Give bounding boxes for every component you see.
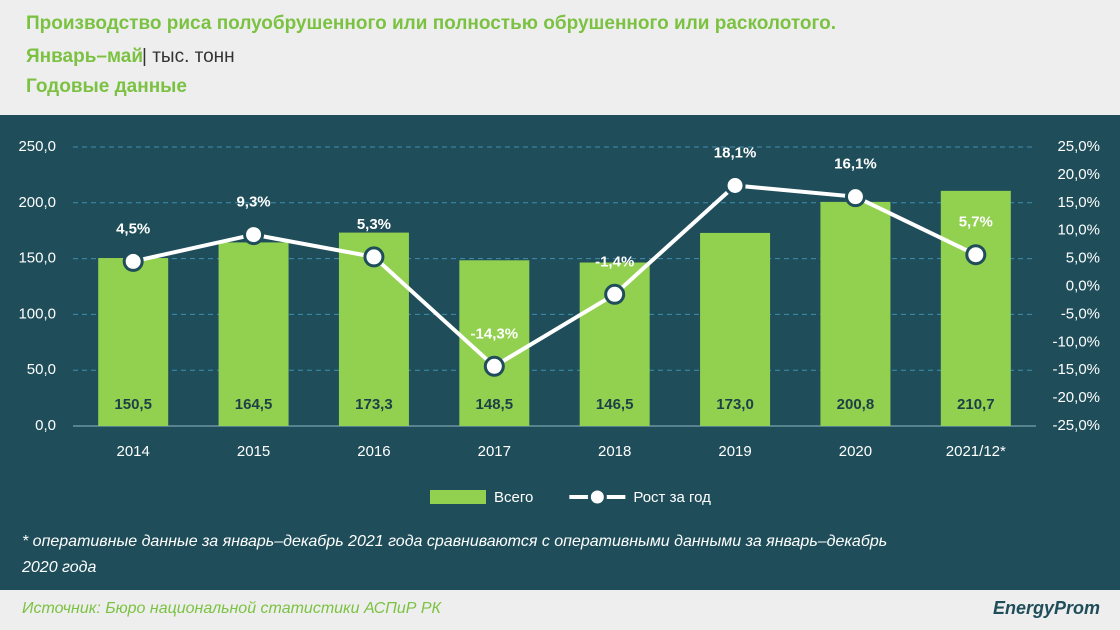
bar-value-label: 148,5 <box>476 396 514 413</box>
legend-label: Рост за год <box>633 489 711 506</box>
line-value-label: 5,3% <box>357 216 391 233</box>
x-tick-label: 2016 <box>357 443 390 460</box>
x-tick-label: 2021/12* <box>946 443 1006 460</box>
y2-tick-label: 0,0% <box>1066 277 1100 294</box>
bar-value-label: 164,5 <box>235 396 273 413</box>
y-tick-label: 200,0 <box>18 194 56 211</box>
bar <box>940 190 1011 426</box>
bar-value-label: 173,3 <box>355 396 393 413</box>
bar-value-label: 173,0 <box>716 396 754 413</box>
period: Январь–май <box>26 46 143 67</box>
line-marker <box>724 175 746 197</box>
line <box>132 183 977 369</box>
y2-tick-label: 5,0% <box>1066 250 1100 267</box>
x-tick-label: 2020 <box>839 443 872 460</box>
line-marker <box>363 246 385 268</box>
line-value-label: 9,3% <box>236 194 270 211</box>
y-tick-label: 100,0 <box>18 305 56 322</box>
line-marker <box>604 283 626 305</box>
y-tick-label: 0,0 <box>35 417 56 434</box>
footnote-line: * оперативные данные за январь–декабрь 2… <box>22 533 887 550</box>
bar <box>218 242 289 426</box>
y2-tick-label: -25,0% <box>1052 417 1100 434</box>
line-value-label: 18,1% <box>714 144 757 161</box>
x-tick-label: 2015 <box>237 443 270 460</box>
y2-tick-label: 20,0% <box>1057 166 1100 183</box>
y2-tick-label: -15,0% <box>1052 361 1100 378</box>
line-marker <box>844 186 866 208</box>
unit: | тыс. тонн <box>142 46 235 67</box>
bar-value-label: 150,5 <box>114 396 152 413</box>
line-value-label: -14,3% <box>471 325 519 342</box>
legend-swatch <box>430 490 486 504</box>
y2-tick-label: 15,0% <box>1057 194 1100 211</box>
legend-label: Всего <box>494 489 533 506</box>
chart-title: Производство риса полуобрушенного или по… <box>26 13 836 34</box>
y2-tick-label: 25,0% <box>1057 138 1100 155</box>
line-marker <box>483 355 505 377</box>
bar-value-label: 210,7 <box>957 396 995 413</box>
bar-value-label: 200,8 <box>837 396 875 413</box>
bar <box>98 258 169 426</box>
y2-tick-label: -10,0% <box>1052 333 1100 350</box>
x-tick-label: 2014 <box>117 443 150 460</box>
y-tick-label: 50,0 <box>27 361 56 378</box>
subtitle: Годовые данные <box>26 76 187 97</box>
line-value-label: 5,7% <box>959 214 993 231</box>
logo: EnergyProm <box>993 598 1100 618</box>
line-marker <box>122 250 144 272</box>
line-marker <box>965 244 987 266</box>
y-tick-label: 150,0 <box>18 250 56 267</box>
line-marker <box>243 224 265 246</box>
y-tick-label: 250,0 <box>18 138 56 155</box>
chart-background <box>0 115 1120 590</box>
source: Источник: Бюро национальной статистики А… <box>22 600 443 617</box>
x-tick-label: 2019 <box>718 443 751 460</box>
x-tick-label: 2017 <box>478 443 511 460</box>
y2-tick-label: -5,0% <box>1061 305 1100 322</box>
bar <box>820 201 891 426</box>
line-value-label: 16,1% <box>834 156 877 173</box>
x-tick-label: 2018 <box>598 443 631 460</box>
footnote-line: 2020 года <box>21 559 96 576</box>
legend-marker <box>587 487 607 507</box>
footnote: * оперативные данные за январь–декабрь 2… <box>21 533 887 576</box>
line-value-label: -1,4% <box>595 253 634 270</box>
bar <box>700 232 771 426</box>
y2-tick-label: -20,0% <box>1052 389 1100 406</box>
y2-tick-label: 10,0% <box>1057 222 1100 239</box>
line-value-label: 4,5% <box>116 220 150 237</box>
bar-value-label: 146,5 <box>596 396 634 413</box>
